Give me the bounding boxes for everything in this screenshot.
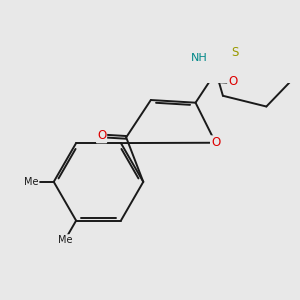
Text: Me: Me	[58, 235, 72, 245]
Text: Me: Me	[24, 177, 39, 187]
Text: O: O	[97, 129, 106, 142]
Text: O: O	[211, 136, 220, 149]
Text: NH: NH	[191, 53, 208, 63]
Text: S: S	[231, 46, 238, 59]
Text: O: O	[228, 75, 237, 88]
